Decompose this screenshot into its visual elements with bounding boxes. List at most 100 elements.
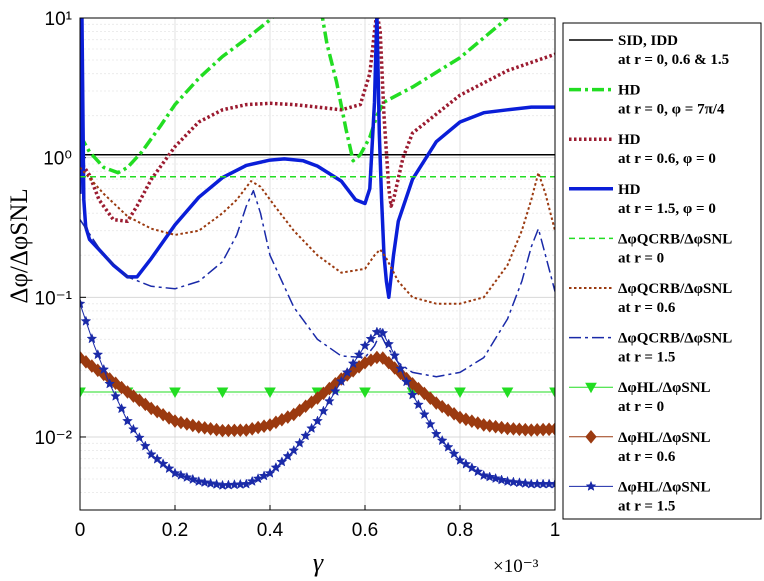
series-marker-9	[80, 298, 86, 309]
legend-label-9: ΔφHL/ΔφSNL	[618, 479, 711, 495]
legend-label-8: ΔφHL/ΔφSNL	[618, 430, 711, 446]
series-marker-9	[86, 333, 98, 344]
series-marker-7	[359, 387, 371, 399]
series-marker-9	[365, 333, 377, 344]
series-marker-9	[133, 432, 145, 443]
series-marker-9	[288, 444, 300, 456]
series-marker-9	[264, 467, 276, 478]
y-tick-label: 10⁰	[43, 149, 72, 170]
legend-label-4: ΔφQCRB/ΔφSNL	[618, 231, 732, 247]
legend-sublabel-2: at r = 0.6, φ = 0	[618, 151, 716, 167]
series-marker-9	[413, 399, 424, 410]
legend-label-1: HD	[618, 83, 641, 99]
series-marker-9	[282, 450, 294, 461]
y-tick-label: 10⁻²	[35, 428, 73, 449]
series-marker-9	[312, 415, 323, 426]
series-marker-9	[490, 472, 502, 484]
series-marker-9	[98, 363, 110, 375]
legend-label-5: ΔφQCRB/ΔφSNL	[618, 281, 732, 297]
series-marker-9	[157, 458, 169, 469]
series-marker-9	[122, 415, 133, 426]
x-tick-label: 0.6	[352, 520, 378, 541]
series-line-2	[80, 18, 555, 224]
series-marker-9	[472, 466, 484, 477]
series-line-5	[80, 166, 555, 305]
legend-marker-8	[585, 430, 597, 444]
series-marker-9	[371, 326, 383, 337]
series-marker-9	[454, 454, 466, 465]
series-marker-9	[104, 378, 116, 389]
series-marker-9	[347, 357, 359, 369]
series-marker-9	[175, 469, 187, 480]
series-marker-7	[549, 387, 555, 399]
legend-sublabel-4: at r = 0	[618, 250, 664, 266]
series-marker-9	[128, 423, 139, 434]
series-marker-9	[205, 477, 217, 489]
legend-label-3: HD	[618, 182, 641, 198]
series-marker-9	[151, 453, 163, 464]
series-marker-9	[383, 338, 395, 349]
legend-sublabel-6: at r = 1.5	[618, 350, 675, 366]
series-marker-9	[323, 395, 335, 406]
legend-label-7: ΔφHL/ΔφSNL	[618, 380, 711, 396]
series-marker-9	[139, 440, 151, 451]
grid	[79, 17, 556, 511]
axis-ticks: 0 0.2 0.4 0.6 0.8 1 10⁻² 10⁻¹ 10⁰ 10¹	[35, 9, 561, 541]
series-marker-9	[395, 363, 407, 374]
series-marker-9	[116, 403, 127, 414]
series-marker-9	[353, 349, 365, 360]
series-marker-7	[80, 387, 86, 399]
series-group	[80, 18, 555, 491]
series-marker-9	[276, 456, 288, 467]
series-marker-9	[508, 476, 519, 487]
series-marker-9	[80, 315, 92, 326]
series-marker-9	[401, 376, 412, 387]
series-marker-9	[306, 422, 317, 434]
legend-marker-7	[585, 382, 597, 394]
legend-sublabel-7: at r = 0	[618, 399, 664, 415]
series-marker-9	[341, 366, 353, 378]
series-marker-9	[270, 461, 282, 473]
series-marker-9	[335, 375, 347, 386]
x-axis-label: γ	[313, 548, 324, 577]
series-marker-9	[145, 448, 157, 460]
legend-sublabel-0: at r = 0, 0.6 & 1.5	[618, 52, 729, 68]
series-marker-9	[163, 462, 175, 474]
series-marker-9	[359, 340, 371, 351]
series-marker-9	[187, 473, 199, 485]
x-multiplier: ×10⁻³	[493, 556, 539, 577]
series-marker-7	[216, 387, 229, 399]
y-axis-label: Δφ/ΔφSNL	[6, 188, 33, 303]
series-marker-9	[199, 476, 211, 488]
y-tick-label: 10¹	[45, 9, 72, 30]
legend-sublabel-3: at r = 1.5, φ = 0	[618, 201, 716, 217]
legend-label-2: HD	[618, 132, 641, 148]
legend-marker-9	[585, 480, 597, 491]
legend-label-0: SID, IDD	[618, 33, 678, 49]
axes-frame	[79, 17, 556, 511]
legend: SID, IDD at r = 0, 0.6 & 1.5 HD at r = 0, φ…	[562, 22, 762, 520]
series-marker-9	[389, 349, 401, 361]
series-marker-9	[466, 462, 478, 473]
series-marker-9	[110, 390, 122, 401]
legend-sublabel-5: at r = 0.6	[618, 300, 676, 316]
x-tick-label: 0.4	[257, 520, 284, 541]
series-marker-9	[193, 475, 205, 487]
series-marker-9	[496, 474, 507, 485]
series-marker-9	[478, 469, 490, 481]
series-marker-7	[454, 387, 466, 399]
series-marker-9	[329, 385, 341, 396]
series-marker-9	[448, 448, 460, 459]
series-line-6	[80, 189, 555, 378]
series-marker-9	[436, 434, 448, 446]
series-marker-9	[92, 349, 104, 360]
series-marker-8	[80, 350, 86, 365]
series-marker-9	[377, 327, 389, 338]
legend-sublabel-1: at r = 0, φ = 7π/4	[618, 102, 725, 118]
series-marker-9	[549, 478, 555, 489]
x-tick-label: 0.8	[447, 520, 473, 541]
legend-sublabel-9: at r = 1.5	[618, 498, 675, 514]
series-marker-7	[169, 387, 181, 399]
series-marker-7	[264, 387, 276, 399]
y-tick-label: 10⁻¹	[35, 288, 73, 309]
